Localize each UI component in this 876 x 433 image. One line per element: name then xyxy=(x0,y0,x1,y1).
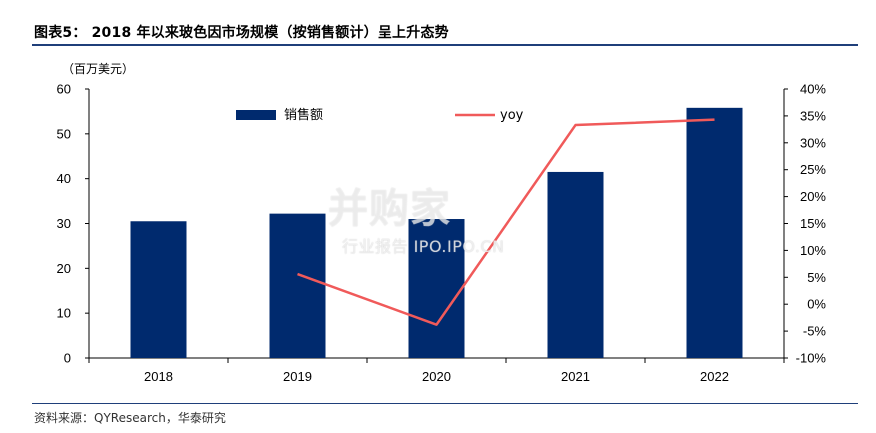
legend-label-sales: 销售额 xyxy=(284,107,323,123)
x-tick-label: 2022 xyxy=(700,369,729,384)
bar-2021 xyxy=(547,171,604,358)
legend-swatch-sales xyxy=(236,110,276,120)
y-axis-unit-label: （百万美元） xyxy=(62,62,135,76)
title-rule xyxy=(32,44,858,46)
left-tick-label: 60 xyxy=(57,82,71,97)
left-tick-label: 30 xyxy=(57,216,71,231)
right-tick-label: 35% xyxy=(800,108,826,123)
yoy-line-series xyxy=(297,118,715,326)
tick-labels: 0 10 20 30 40 50 60 -10% -5% 0% 5% 10% 15% 20% 25% 30% 3… xyxy=(57,82,827,385)
right-tick-label: 25% xyxy=(800,162,826,177)
bar-2019 xyxy=(269,213,326,358)
right-tick-label: 40% xyxy=(800,82,826,97)
yoy-line xyxy=(297,118,715,326)
right-tick-label: -5% xyxy=(803,324,827,339)
left-tick-label: 50 xyxy=(57,126,71,141)
right-tick-label: -10% xyxy=(796,351,827,366)
figure-source: 资料来源：QYResearch，华泰研究 xyxy=(34,411,226,425)
right-tick-label: 5% xyxy=(807,270,826,285)
watermark-logo-text: 并购家 xyxy=(328,186,451,232)
left-tick-label: 10 xyxy=(57,306,71,321)
right-tick-label: 30% xyxy=(800,135,826,150)
right-tick-label: 0% xyxy=(807,297,826,312)
right-tick-label: 10% xyxy=(800,243,826,258)
right-tick-label: 20% xyxy=(800,189,826,204)
bar-series xyxy=(130,107,743,358)
legend-label-yoy: yoy xyxy=(500,108,524,123)
chart-legend: 销售额 yoy xyxy=(236,107,524,123)
left-tick-label: 20 xyxy=(57,261,71,276)
left-tick-label: 40 xyxy=(57,171,71,186)
figure-title: 图表5： 2018 年以来玻色因市场规模（按销售额计）呈上升态势 xyxy=(34,25,449,41)
x-tick-label: 2020 xyxy=(422,369,451,384)
x-tick-label: 2019 xyxy=(283,369,312,384)
bar-2022 xyxy=(686,107,743,358)
x-tick-label: 2021 xyxy=(561,369,590,384)
bar-2018 xyxy=(130,221,187,358)
left-tick-label: 0 xyxy=(64,351,71,366)
watermark-subtext: 行业报告 IPO.IPO.CN xyxy=(342,237,505,256)
bar-2020 xyxy=(408,219,465,358)
x-tick-label: 2018 xyxy=(144,369,173,384)
source-rule xyxy=(32,403,858,404)
right-tick-label: 15% xyxy=(800,216,826,231)
